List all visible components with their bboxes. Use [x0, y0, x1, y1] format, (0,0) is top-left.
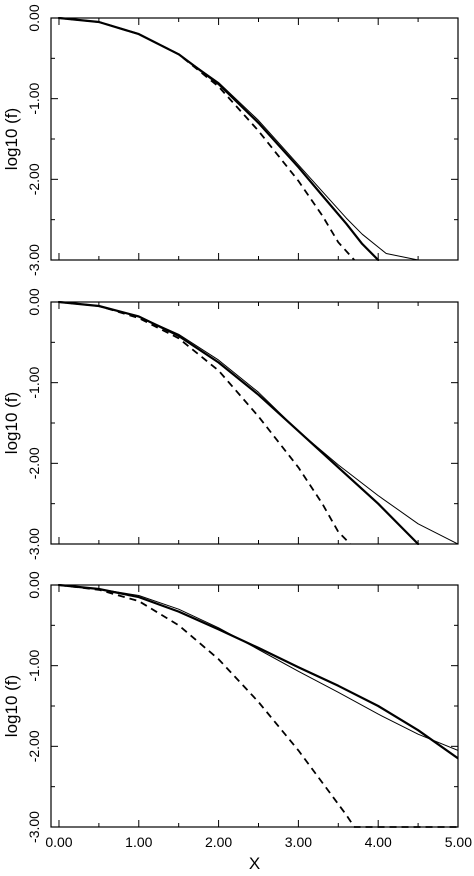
- y-tick-label: -3.00: [26, 528, 42, 560]
- y-tick-label: -1.00: [26, 367, 42, 399]
- x-tick-label: 2.00: [205, 834, 232, 850]
- plot-frame: [50, 301, 459, 545]
- series-line-dashed: [58, 584, 458, 828]
- chart-panel-2: 0.00 -1.00 -2.00 -3.00 log10 (f): [2, 288, 459, 560]
- y-axis-label: log10 (f): [2, 675, 21, 737]
- chart-panel-3: 0.00 -1.00 -2.00 -3.00 log10 (f) 0.00 1.00 2.00…: [2, 571, 472, 873]
- y-tick-label: 0.00: [26, 571, 42, 598]
- y-tick-label: -1.00: [26, 650, 42, 682]
- y-tick-label: 0.00: [26, 4, 42, 31]
- x-tick-label: 1.00: [125, 834, 152, 850]
- y-tick-label: -3.00: [26, 811, 42, 843]
- series-line-thick: [57, 17, 380, 261]
- y-axis-label: log10 (f): [2, 108, 21, 170]
- series-line-thick: [57, 301, 420, 545]
- series-line-thick: [57, 584, 458, 760]
- y-tick-label: -2.00: [26, 730, 42, 762]
- x-tick-label: 4.00: [365, 834, 392, 850]
- plot-frame: [50, 17, 459, 261]
- series-line-dashed: [58, 301, 351, 545]
- panels: 0.00 -1.00 -2.00 -3.00 log10 (f) 0.00 -1.00 -2.…: [2, 4, 472, 873]
- x-tick-label: 0.00: [45, 834, 72, 850]
- y-tick-label: 0.00: [26, 288, 42, 315]
- y-tick-label: -1.00: [26, 83, 42, 115]
- series-line-thin: [58, 17, 419, 261]
- chart-panel-1: 0.00 -1.00 -2.00 -3.00 log10 (f): [2, 4, 459, 276]
- y-axis-label: log10 (f): [2, 392, 21, 454]
- y-tick-label: -2.00: [26, 447, 42, 479]
- series-line-thin: [58, 584, 458, 751]
- y-tick-label: -2.00: [26, 163, 42, 195]
- x-tick-label: 3.00: [285, 834, 312, 850]
- plot-frame: [50, 584, 459, 828]
- y-tick-label: -3.00: [26, 244, 42, 276]
- x-axis-label: X: [249, 854, 260, 873]
- series-line-thin: [58, 301, 458, 545]
- x-tick-label: 5.00: [445, 834, 472, 850]
- series-line-dashed: [58, 17, 355, 261]
